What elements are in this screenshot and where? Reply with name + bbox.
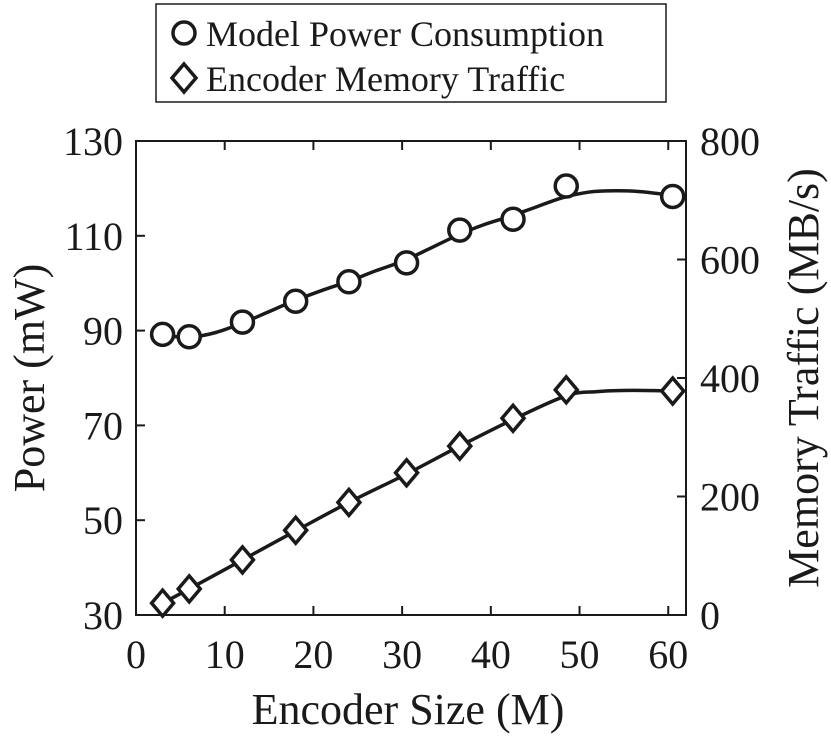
data-point-diamond (552, 374, 580, 406)
data-point-diamond (149, 587, 176, 619)
legend-marker-diamond-icon (169, 61, 199, 95)
data-point-circle (553, 173, 579, 199)
series-memory-traffic (149, 374, 686, 619)
series-power (149, 173, 686, 350)
x-tick-label: 60 (648, 632, 688, 677)
x-tick-label: 0 (126, 632, 146, 677)
data-point-circle (500, 206, 526, 232)
legend-marker-circle-icon (171, 20, 197, 46)
data-point-circle (229, 309, 256, 335)
y2-axis-label: Memory Traffic (MB/s) (779, 168, 828, 588)
x-tick-label: 50 (560, 632, 600, 677)
x-tick-label: 30 (382, 632, 422, 677)
legend-label-traffic: Encoder Memory Traffic (206, 59, 565, 99)
data-point-circle (176, 324, 202, 350)
y-axis-right: 0 200 400 600 800 (677, 119, 760, 638)
y-axis-label: Power (mW) (5, 264, 54, 493)
data-point-circle (282, 288, 309, 314)
y-tick-label: 90 (83, 309, 123, 354)
y-tick-label: 110 (64, 214, 123, 259)
x-axis-label: Encoder Size (M) (252, 685, 565, 734)
legend-label-power: Model Power Consumption (206, 14, 604, 54)
data-point-diamond (282, 514, 309, 546)
data-point-circle (393, 250, 420, 276)
data-point-circle (659, 183, 686, 210)
y-tick-label: 70 (83, 403, 123, 448)
y-axis-left: 30 50 70 90 110 130 (63, 119, 145, 638)
data-point-diamond (499, 402, 527, 434)
data-point-diamond (335, 486, 363, 519)
data-point-diamond (446, 430, 474, 462)
x-tick-label: 40 (471, 632, 511, 677)
y-tick-label: 130 (63, 119, 123, 164)
x-tick-label: 20 (293, 632, 333, 677)
y2-tick-label: 800 (700, 119, 760, 164)
series-layer (149, 173, 686, 619)
plot-frame (135, 140, 687, 616)
y2-tick-label: 600 (700, 238, 760, 283)
x-tick-label: 10 (205, 632, 245, 677)
data-point-diamond (229, 544, 256, 576)
data-point-diamond (659, 375, 686, 407)
y-tick-label: 30 (83, 593, 123, 638)
legend-box (155, 3, 667, 103)
y-tick-label: 50 (83, 498, 123, 543)
data-point-circle (336, 269, 362, 295)
x-axis: 0 10 20 30 40 50 60 (126, 141, 688, 677)
data-point-circle (447, 217, 473, 243)
legend: Model Power Consumption Encoder Memory T… (155, 3, 667, 103)
y2-tick-label: 200 (700, 475, 760, 520)
data-point-diamond (393, 457, 420, 489)
data-point-diamond (175, 573, 203, 605)
y2-tick-label: 0 (700, 593, 720, 638)
data-point-circle (149, 321, 176, 348)
y2-tick-label: 400 (700, 356, 760, 401)
